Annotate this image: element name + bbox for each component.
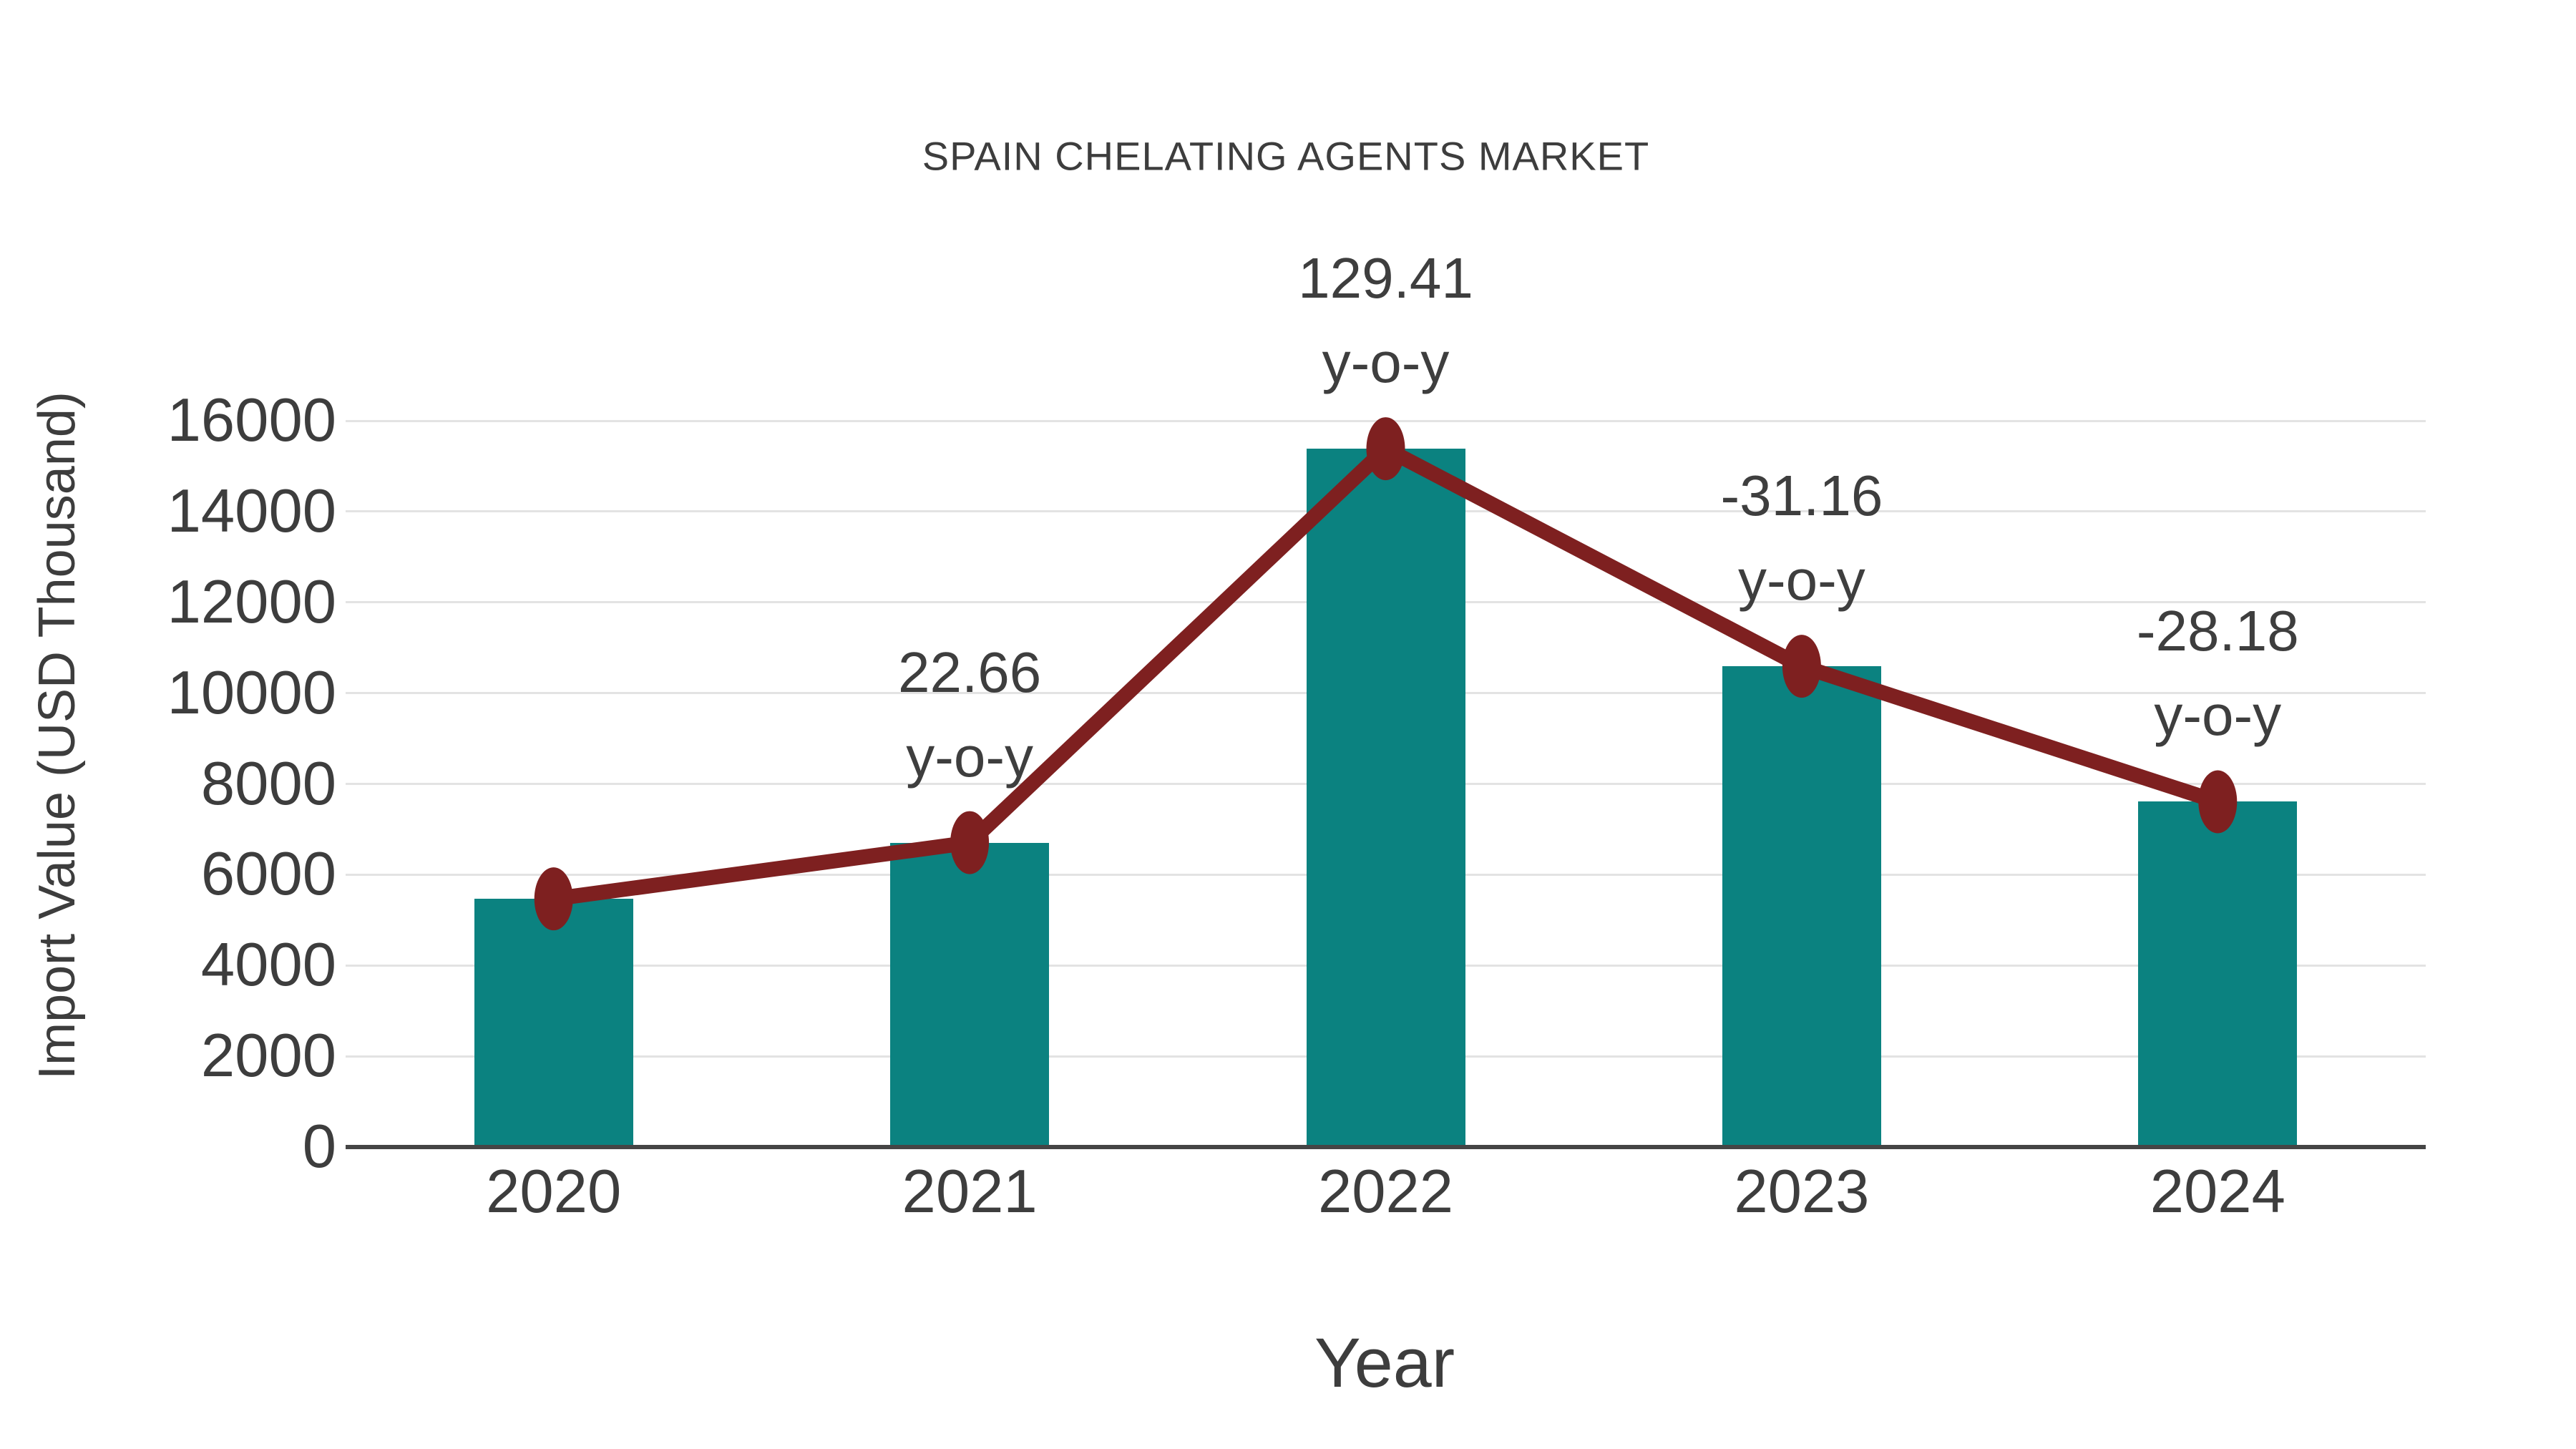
x-tick-label-2020: 2020 — [486, 1158, 622, 1226]
yoy-suffix: y-o-y — [906, 724, 1033, 789]
x-axis-line — [346, 1145, 2426, 1149]
yoy-value: -31.16 — [1720, 464, 1883, 528]
y-tick-label: 10000 — [167, 658, 336, 727]
y-tick-label: 4000 — [200, 931, 336, 1000]
bar-2021 — [890, 842, 1050, 1149]
yoy-annotation-2024: -28.18 y-o-y — [2137, 589, 2299, 758]
yoy-annotation-2022: 129.41 y-o-y — [1298, 236, 1473, 405]
yoy-value: 22.66 — [897, 640, 1042, 704]
y-tick-label: 6000 — [200, 840, 336, 909]
bar-2022 — [1306, 449, 1465, 1149]
yoy-value: 129.41 — [1298, 246, 1473, 311]
data-point-marker-2022 — [1366, 417, 1405, 481]
y-tick-label: 16000 — [167, 386, 336, 454]
bar-2020 — [474, 899, 633, 1149]
y-tick-label: 2000 — [200, 1022, 336, 1091]
x-tick-label-2024: 2024 — [2150, 1158, 2285, 1226]
x-tick-label-2023: 2023 — [1734, 1158, 1870, 1226]
trend-line — [552, 439, 2220, 907]
data-point-marker-2020 — [534, 867, 573, 931]
data-point-marker-2023 — [1782, 635, 1821, 698]
yoy-suffix: y-o-y — [1738, 548, 1865, 613]
data-point-marker-2024 — [2198, 770, 2238, 834]
y-tick-label: 0 — [302, 1113, 336, 1181]
bar-2024 — [2138, 801, 2298, 1149]
bar-2023 — [1722, 666, 1881, 1149]
yoy-annotation-2023: -31.16 y-o-y — [1720, 454, 1883, 623]
data-point-marker-2021 — [950, 811, 990, 874]
x-tick-label-2021: 2021 — [902, 1158, 1038, 1226]
y-tick-label: 8000 — [200, 749, 336, 818]
yoy-suffix: y-o-y — [2154, 683, 2282, 748]
x-tick-label-2022: 2022 — [1317, 1158, 1454, 1226]
y-tick-label: 14000 — [167, 477, 336, 545]
chart-title: SPAIN CHELATING AGENTS MARKET — [922, 133, 1650, 179]
yoy-suffix: y-o-y — [1322, 331, 1450, 395]
yoy-value: -28.18 — [2136, 599, 2299, 663]
y-tick-label: 12000 — [167, 567, 336, 636]
x-axis-title: Year — [1314, 1324, 1455, 1402]
yoy-annotation-2021: 22.66 y-o-y — [898, 630, 1041, 799]
